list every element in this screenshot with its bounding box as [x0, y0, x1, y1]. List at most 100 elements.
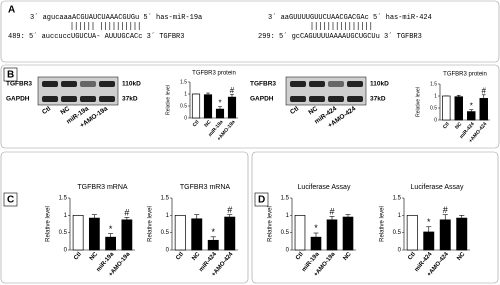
panel-label: A [8, 5, 15, 16]
bar [207, 239, 219, 251]
y-tick-label: 1 [286, 213, 290, 219]
x-tick-label: Ctl [295, 251, 305, 261]
blot-size-label: 110kD [122, 81, 141, 88]
y-tick-label: 1 [64, 213, 68, 219]
blot-band [347, 81, 363, 87]
significance-marker: # [443, 205, 448, 215]
blot-size-label: 110kD [370, 81, 389, 88]
y-tick-label: 1.5 [161, 196, 170, 202]
significance-marker: * [470, 101, 473, 110]
blot-band [309, 96, 325, 102]
y-tick-label: 0 [64, 248, 68, 254]
chart-title: TGFBR3 protein [192, 71, 236, 77]
panel-label-box [3, 192, 18, 207]
y-tick-label: 0.5 [393, 230, 402, 236]
y-axis-label: Relative level [380, 206, 386, 242]
panel-b-frame [0, 64, 500, 149]
bar [227, 96, 237, 119]
x-tick-label: NC [203, 119, 212, 129]
blot-row-label: TGFBR3 [6, 81, 32, 88]
bar [467, 111, 476, 121]
chart-title: Luciferase Assay [411, 184, 464, 191]
bar [479, 98, 488, 121]
y-tick-label: 1 [166, 213, 170, 219]
blot-lane-label: NC [59, 105, 71, 116]
blot-band [42, 81, 58, 87]
bar [310, 236, 322, 251]
blot-band [99, 96, 115, 102]
blot-row-label: GAPDH [250, 96, 274, 103]
y-tick-label: 0.5 [281, 230, 290, 236]
bar [439, 219, 451, 251]
bar [294, 214, 306, 251]
blot-lane-label: NC [307, 105, 319, 116]
y-tick-label: 0.5 [59, 230, 68, 236]
x-tick-label: NC [191, 251, 202, 262]
y-tick-label: 0 [184, 115, 187, 121]
chart-title: TGFBR3 mRNA [180, 184, 231, 191]
blot-size-label: 37kD [122, 96, 138, 103]
y-tick-label: 0 [286, 248, 290, 254]
chart-title: TGFBR3 mRNA [77, 184, 128, 191]
bar [191, 218, 203, 251]
bar [105, 236, 117, 251]
significance-marker: * [314, 223, 318, 233]
mirna-sequence: 3´ aaGUUUUGUUCUAACGACGAc 5´ has-miR-424 [268, 14, 432, 22]
y-tick-label: 0.5 [430, 105, 437, 111]
bar [72, 214, 84, 251]
y-tick-label: 1.5 [281, 196, 290, 202]
blot-row-label: TGFBR3 [250, 81, 276, 88]
chart-title: TGFBR3 protein [443, 72, 487, 78]
significance-marker: # [230, 86, 235, 95]
bar [174, 214, 186, 251]
panel-label: C [7, 195, 14, 206]
bar [454, 96, 463, 121]
x-tick-label: NC [456, 251, 467, 262]
bar [121, 219, 133, 251]
bar [326, 219, 338, 251]
significance-marker: # [124, 208, 129, 218]
significance-marker: # [329, 207, 334, 217]
panel-d-frame [251, 151, 499, 284]
base-pairing [71, 22, 372, 30]
y-tick-label: 1.5 [430, 81, 437, 87]
y-axis-label: Relative level [268, 206, 274, 242]
x-tick-label: Ctl [175, 251, 185, 261]
blot-band [290, 96, 306, 102]
y-tick-label: 0 [434, 117, 437, 123]
bar [203, 94, 213, 119]
significance-marker: * [211, 227, 215, 237]
y-axis-label: Relative level [165, 85, 171, 115]
blot-band [61, 81, 77, 87]
panel-label-box [3, 67, 18, 82]
blot-band [80, 96, 96, 102]
bar [224, 216, 236, 251]
blot-band [309, 81, 325, 87]
y-tick-label: 1.5 [59, 196, 68, 202]
significance-marker: * [427, 217, 431, 227]
blot-lane-label: Ctl [289, 105, 300, 116]
bar [406, 214, 418, 251]
target-sequence: 489: 5´ auccuccUGUCUA- AUUUGCACc 3´ TGFB… [8, 33, 184, 41]
y-tick-label: 1 [184, 91, 187, 97]
x-tick-label: NC [89, 251, 100, 262]
significance-marker: * [218, 98, 221, 107]
y-tick-label: 0 [166, 248, 170, 254]
x-tick-label: NC [343, 251, 354, 262]
bar [88, 217, 100, 251]
chart-title: Luciferase Assay [298, 184, 351, 191]
target-sequence: 299: 5´ gcCAGUUUUAAAAUGCUGCUu 3´ TGFBR3 [258, 33, 422, 41]
y-axis-label: Relative level [415, 87, 421, 117]
bar [442, 95, 451, 121]
blot-band [80, 81, 96, 87]
blot-band [328, 81, 344, 87]
panel-label: D [258, 195, 265, 206]
significance-marker: # [227, 205, 232, 215]
y-tick-label: 1 [434, 93, 437, 99]
panel-label-box [254, 192, 269, 207]
blot-band [61, 96, 77, 102]
x-tick-label: Ctl [73, 251, 83, 261]
blot-row-label: GAPDH [6, 96, 30, 103]
bar [456, 217, 468, 251]
